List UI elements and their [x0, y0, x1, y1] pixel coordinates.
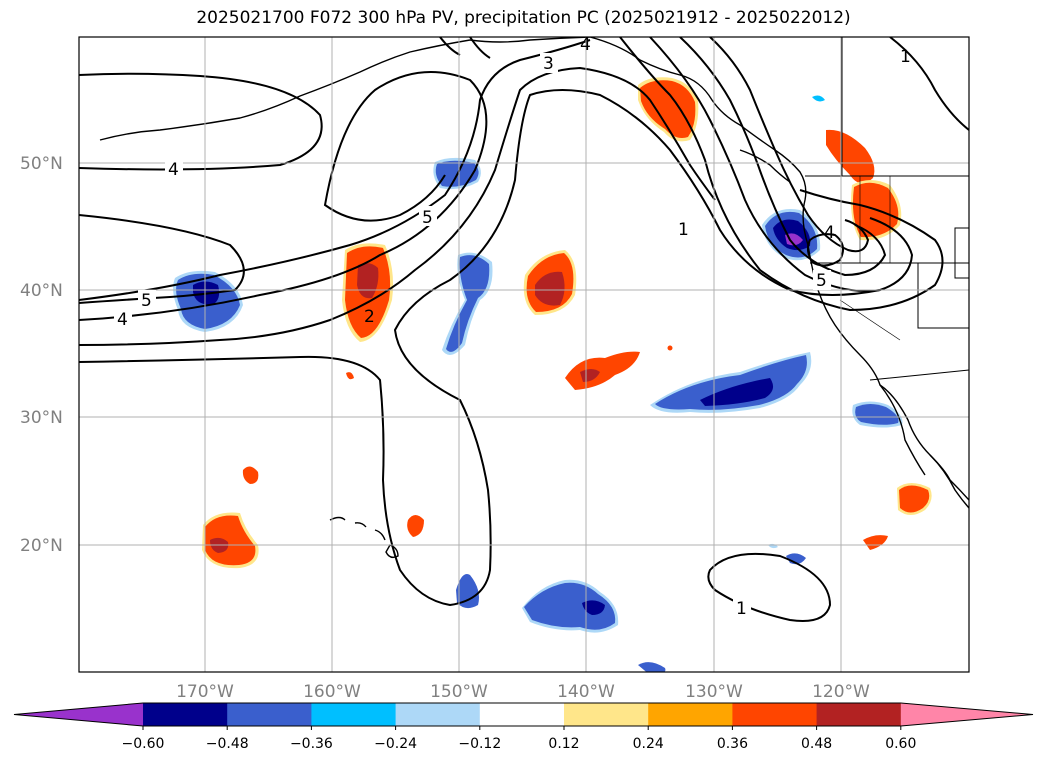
precip-positive: [202, 77, 932, 569]
lon-label-120w: 120°W: [812, 682, 870, 702]
lon-labels: 170°W 160°W 150°W 140°W 130°W 120°W: [176, 682, 870, 702]
lon-label-150w: 150°W: [430, 682, 488, 702]
colorbar-tick-label: −0.48: [206, 736, 249, 752]
colorbar-extend-min: [14, 703, 143, 726]
pv-contour: [889, 37, 969, 131]
lat-label-40n: 40°N: [20, 281, 63, 301]
border-state: [810, 37, 969, 329]
graticule: [79, 37, 969, 672]
precip-blob: [535, 271, 565, 306]
precip-blob: [826, 129, 875, 184]
precip-blob: [812, 95, 825, 102]
colorbar-box: [311, 703, 397, 726]
pv-contour: [707, 552, 832, 622]
contour-label: 4: [168, 160, 179, 180]
coastline-mexico-mainland: [929, 454, 969, 509]
colorbar-box: [143, 703, 228, 726]
map-area: 4 5 4 2 5 3 4 1 4 5 1 1: [79, 35, 969, 672]
pv-contour: [619, 37, 944, 312]
colorbar-tick-label: −0.12: [458, 736, 501, 752]
colorbar-box: [816, 703, 902, 726]
contour-label: 5: [422, 208, 433, 228]
pv-contour: [806, 233, 845, 267]
precip-blob: [580, 369, 600, 382]
coastline-alaska: [469, 37, 591, 43]
map-title: 2025021700 F072 300 hPa PV, precipitatio…: [196, 8, 851, 28]
contour-label: 1: [736, 599, 747, 619]
pv-contour: [79, 72, 323, 171]
precip-blob: [357, 263, 379, 299]
precip-blob: [785, 233, 803, 246]
precip-blob: [524, 582, 616, 630]
precip-blob: [346, 372, 354, 380]
precip-blob: [667, 345, 673, 351]
pv-contour: [679, 37, 887, 277]
pv-contour: [649, 37, 914, 292]
colorbar-tick-label: 0.36: [717, 736, 748, 752]
lat-label-30n: 30°N: [20, 408, 63, 428]
contour-label: 4: [824, 223, 835, 243]
precip-blob: [407, 515, 424, 537]
pv-contour: [79, 66, 716, 346]
border-us-mexico: [869, 369, 969, 381]
pv-contour: [709, 37, 870, 253]
precip-blob: [446, 255, 490, 352]
contour-label: 4: [580, 35, 591, 55]
lon-label-140w: 140°W: [557, 682, 615, 702]
colorbar-tick-label: −0.24: [374, 736, 417, 752]
lat-labels: 50°N 40°N 30°N 20°N: [20, 154, 63, 556]
precip-blob: [899, 485, 930, 513]
precip-blob: [456, 574, 479, 609]
colorbar-tick-label: −0.60: [122, 736, 165, 752]
contour-label: 5: [816, 271, 827, 291]
contour-label: 3: [543, 54, 554, 74]
colorbar-box: [648, 703, 733, 726]
lat-label-50n: 50°N: [20, 154, 63, 174]
colorbar-tick-label: 0.60: [885, 736, 916, 752]
coastline-alaska-islands: [99, 39, 471, 141]
colorbar-tick-label: 0.24: [633, 736, 664, 752]
precip-blob: [655, 355, 807, 410]
colorbar-box: [732, 703, 818, 726]
coastline-hawaii: [329, 516, 399, 559]
precip-blob: [855, 404, 899, 425]
colorbar-tick-label: 0.12: [548, 736, 579, 752]
coastline-baja: [879, 384, 926, 476]
precip-blob: [640, 80, 696, 138]
colorbar-extend-max: [900, 703, 1033, 726]
precip-blob: [700, 378, 774, 406]
coastline-vancouver-island: [739, 149, 791, 183]
contour-label: 1: [678, 220, 689, 240]
precip-blob: [638, 662, 666, 672]
precip-blob: [582, 600, 605, 615]
contour-label: 2: [364, 307, 375, 327]
lon-label-170w: 170°W: [176, 682, 234, 702]
contour-label: 4: [117, 310, 128, 330]
pv-contour: [439, 37, 491, 59]
pv-contour: [79, 89, 881, 607]
lon-label-160w: 160°W: [303, 682, 361, 702]
colorbar-box: [395, 703, 481, 726]
precip-blob: [242, 466, 259, 484]
precip-negative: [173, 95, 903, 672]
colorbar-tick-label: −0.36: [290, 736, 333, 752]
lon-label-130w: 130°W: [685, 682, 743, 702]
colorbar: −0.60 −0.48 −0.36 −0.24 −0.12 0.12 0.24 0.36 0.4…: [13, 702, 1034, 752]
colorbar-box: [479, 703, 565, 726]
pv-contour: [79, 71, 488, 321]
lat-label-20n: 20°N: [20, 536, 63, 556]
colorbar-box: [564, 703, 649, 726]
precip-blob: [565, 351, 640, 390]
contour-label: 5: [141, 291, 152, 311]
borders: [805, 37, 969, 381]
border-state-thin: [839, 176, 901, 341]
contour-label: 1: [900, 47, 911, 67]
contour-labels: 4 5 4 2 5 3 4 1 4 5 1 1: [114, 35, 911, 619]
map-frame: [78, 36, 970, 673]
precip-blob: [863, 535, 888, 550]
colorbar-box: [227, 703, 312, 726]
colorbar-tick-label: 0.48: [801, 736, 832, 752]
